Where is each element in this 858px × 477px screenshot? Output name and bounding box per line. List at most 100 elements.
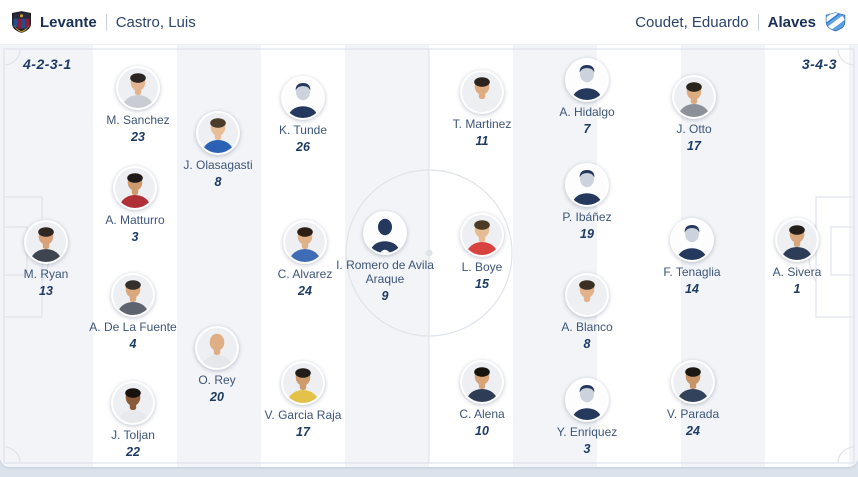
player-avatar-icon bbox=[460, 213, 504, 257]
player-name: A. Blanco bbox=[561, 320, 613, 334]
player-name: L. Boye bbox=[461, 260, 503, 274]
player-name: C. Alena bbox=[459, 407, 505, 421]
header-divider bbox=[105, 13, 107, 31]
player-name: J. Otto bbox=[676, 122, 712, 136]
header-divider bbox=[757, 13, 759, 31]
lineups-card: Levante Castro, Luis Coudet, Eduardo Ala… bbox=[0, 0, 858, 467]
player-name: A. De La Fuente bbox=[89, 320, 177, 334]
player-avatar-icon bbox=[672, 75, 716, 119]
player-a-blanco[interactable]: A. Blanco 8 bbox=[531, 273, 643, 351]
player-name: J. Olasagasti bbox=[183, 158, 253, 172]
away-coach-name[interactable]: Coudet, Eduardo bbox=[635, 13, 749, 31]
player-number: 19 bbox=[580, 226, 594, 241]
player-name: C. Alvarez bbox=[277, 267, 333, 281]
home-coach-name[interactable]: Castro, Luis bbox=[115, 13, 196, 31]
player-avatar-icon bbox=[565, 163, 609, 207]
player-name: T. Martinez bbox=[452, 117, 512, 131]
player-c-alvarez[interactable]: C. Alvarez 24 bbox=[249, 220, 361, 298]
player-j-otto[interactable]: J. Otto 17 bbox=[638, 75, 750, 153]
player-number: 1 bbox=[793, 281, 801, 296]
player-number: 3 bbox=[131, 229, 139, 244]
player-name: A. Hidalgo bbox=[559, 105, 615, 119]
player-number: 20 bbox=[210, 389, 224, 404]
player-avatar-icon bbox=[565, 273, 609, 317]
player-avatar-icon bbox=[565, 58, 609, 102]
player-name: F. Tenaglia bbox=[663, 265, 721, 279]
player-f-tenaglia[interactable]: F. Tenaglia 14 bbox=[636, 218, 748, 296]
away-header-side: Coudet, Eduardo Alaves bbox=[635, 12, 846, 32]
player-number: 8 bbox=[583, 336, 591, 351]
player-avatar-icon bbox=[775, 218, 819, 262]
player-c-alena[interactable]: C. Alena 10 bbox=[426, 360, 538, 438]
player-number: 22 bbox=[126, 444, 140, 459]
lineups-header: Levante Castro, Luis Coudet, Eduardo Ala… bbox=[0, 0, 858, 45]
player-avatar-icon bbox=[460, 360, 504, 404]
player-avatar-icon bbox=[196, 111, 240, 155]
player-number: 26 bbox=[296, 139, 310, 154]
player-avatar-icon bbox=[281, 361, 325, 405]
player-j-toljan[interactable]: J. Toljan 22 bbox=[77, 381, 189, 459]
player-number: 4 bbox=[129, 336, 137, 351]
player-v-garcia-raja[interactable]: V. Garcia Raja 17 bbox=[247, 361, 359, 439]
player-number: 15 bbox=[475, 276, 489, 291]
player-name: I. Romero de Avila Araque bbox=[336, 258, 434, 286]
player-avatar-icon bbox=[24, 220, 68, 264]
player-name: A. Sivera bbox=[772, 265, 822, 279]
player-p-ib-ez[interactable]: P. Ibáñez 19 bbox=[531, 163, 643, 241]
player-avatar-icon bbox=[113, 166, 157, 210]
player-avatar-icon bbox=[111, 381, 155, 425]
player-name: K. Tunde bbox=[278, 123, 328, 137]
alaves-crest-icon bbox=[825, 12, 846, 32]
pitch: 4-2-3-1 3-4-3 M. Ryan 13 M. Sanchez 23 A. … bbox=[0, 45, 858, 467]
player-name: V. Garcia Raja bbox=[264, 408, 342, 422]
player-m-ryan[interactable]: M. Ryan 13 bbox=[0, 220, 102, 298]
player-t-martinez[interactable]: T. Martinez 11 bbox=[426, 70, 538, 148]
player-name: A. Matturro bbox=[105, 213, 165, 227]
player-name: V. Parada bbox=[666, 407, 720, 421]
player-i-romero-de-avila-araque[interactable]: I. Romero de Avila Araque 9 bbox=[329, 211, 441, 303]
player-name: O. Rey bbox=[198, 373, 236, 387]
player-k-tunde[interactable]: K. Tunde 26 bbox=[247, 76, 359, 154]
player-avatar-icon bbox=[283, 220, 327, 264]
levante-crest-icon bbox=[12, 11, 31, 33]
player-number: 11 bbox=[475, 133, 489, 148]
player-number: 9 bbox=[381, 288, 389, 303]
home-team-name[interactable]: Levante bbox=[40, 13, 97, 31]
player-number: 10 bbox=[475, 423, 489, 438]
player-y-enriquez[interactable]: Y. Enriquez 3 bbox=[531, 378, 643, 456]
home-formation-label: 4-2-3-1 bbox=[23, 56, 72, 72]
player-avatar-icon bbox=[195, 326, 239, 370]
away-formation-label: 3-4-3 bbox=[801, 56, 837, 72]
player-number: 8 bbox=[214, 174, 222, 189]
player-avatar-icon bbox=[671, 360, 715, 404]
player-avatar-icon bbox=[111, 273, 155, 317]
player-number: 13 bbox=[39, 283, 53, 298]
player-avatar-icon bbox=[460, 70, 504, 114]
player-avatar-icon bbox=[281, 76, 325, 120]
player-a-matturro[interactable]: A. Matturro 3 bbox=[79, 166, 191, 244]
player-l-boye[interactable]: L. Boye 15 bbox=[426, 213, 538, 291]
player-number: 17 bbox=[296, 424, 310, 439]
player-name: J. Toljan bbox=[111, 428, 155, 442]
player-number: 3 bbox=[583, 441, 591, 456]
player-avatar-icon bbox=[363, 211, 407, 255]
player-m-sanchez[interactable]: M. Sanchez 23 bbox=[82, 66, 194, 144]
player-number: 24 bbox=[298, 283, 312, 298]
player-v-parada[interactable]: V. Parada 24 bbox=[637, 360, 749, 438]
player-a-hidalgo[interactable]: A. Hidalgo 7 bbox=[531, 58, 643, 136]
player-avatar-icon bbox=[670, 218, 714, 262]
player-number: 14 bbox=[685, 281, 699, 296]
player-j-olasagasti[interactable]: J. Olasagasti 8 bbox=[162, 111, 274, 189]
player-a-de-la-fuente[interactable]: A. De La Fuente 4 bbox=[77, 273, 189, 351]
away-team-name[interactable]: Alaves bbox=[767, 13, 816, 31]
player-number: 23 bbox=[131, 129, 145, 144]
player-o-rey[interactable]: O. Rey 20 bbox=[161, 326, 273, 404]
player-name: M. Ryan bbox=[23, 267, 69, 281]
home-header-side: Levante Castro, Luis bbox=[12, 11, 196, 33]
player-name: M. Sanchez bbox=[106, 113, 170, 127]
player-a-sivera[interactable]: A. Sivera 1 bbox=[741, 218, 853, 296]
player-number: 7 bbox=[583, 121, 591, 136]
player-number: 24 bbox=[686, 423, 700, 438]
player-avatar-icon bbox=[116, 66, 160, 110]
